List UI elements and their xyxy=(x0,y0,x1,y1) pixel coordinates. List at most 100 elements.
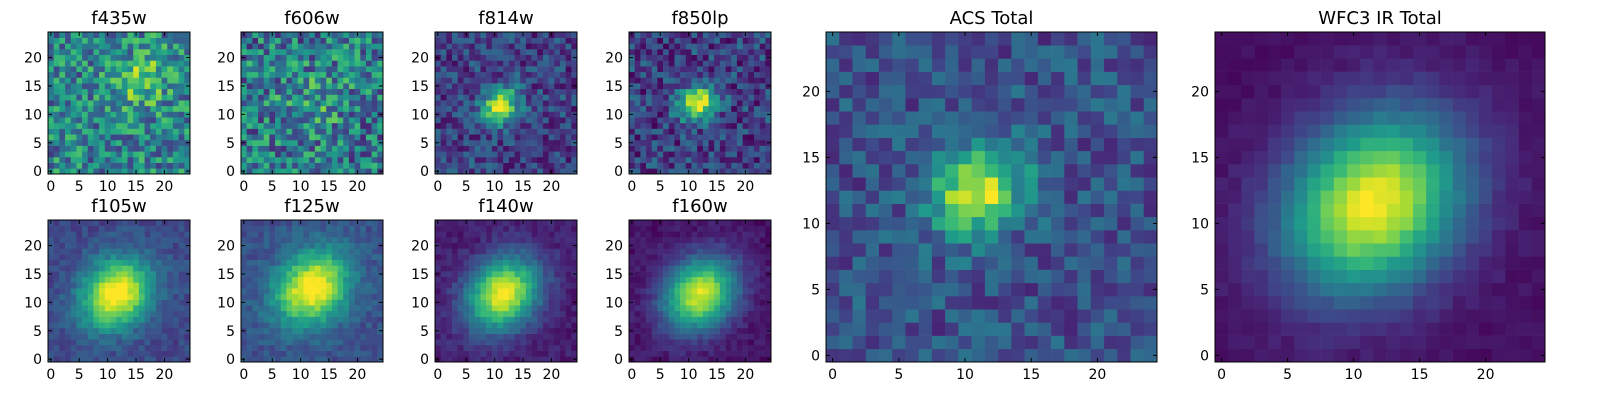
heatmap-cell xyxy=(457,162,464,169)
heatmap-cell xyxy=(280,237,287,244)
heatmap-cell xyxy=(286,111,293,118)
heatmap-cell xyxy=(452,88,459,95)
heatmap-cell xyxy=(150,128,157,135)
heatmap-cell xyxy=(731,111,738,118)
heatmap-cell xyxy=(292,168,299,175)
heatmap-cell xyxy=(365,88,372,95)
heatmap-cell xyxy=(765,134,772,141)
x-tick-label: 10 xyxy=(99,367,117,383)
heatmap-cell xyxy=(646,350,653,357)
heatmap-cell xyxy=(542,316,549,323)
heatmap-cell xyxy=(178,88,185,95)
heatmap-cell xyxy=(246,88,253,95)
heatmap-cell xyxy=(742,43,749,50)
heatmap-cell xyxy=(87,105,94,112)
heatmap-cell xyxy=(258,225,265,232)
heatmap-cell xyxy=(70,276,77,283)
heatmap-cell xyxy=(371,265,378,272)
heatmap-cell xyxy=(138,322,145,329)
heatmap-cell xyxy=(269,100,276,107)
heatmap-cell xyxy=(280,248,287,255)
heatmap-cell xyxy=(469,254,476,261)
heatmap-cell xyxy=(116,105,123,112)
heatmap-cell xyxy=(474,66,481,73)
heatmap-cell xyxy=(93,339,100,346)
heatmap-cell xyxy=(514,288,521,295)
heatmap-cell xyxy=(360,282,367,289)
heatmap-cell xyxy=(685,271,692,278)
heatmap-cell xyxy=(371,254,378,261)
heatmap-cell xyxy=(685,134,692,141)
heatmap-cell xyxy=(337,231,344,238)
heatmap-cell xyxy=(640,344,647,351)
heatmap-cell xyxy=(258,77,265,84)
heatmap-cell xyxy=(714,105,721,112)
heatmap-cell xyxy=(144,151,151,158)
heatmap-cell xyxy=(252,339,259,346)
heatmap-cell xyxy=(110,231,117,238)
heatmap-cell xyxy=(138,111,145,118)
heatmap-cell xyxy=(252,111,259,118)
heatmap-cell xyxy=(252,66,259,73)
heatmap-cell xyxy=(736,276,743,283)
heatmap-cell xyxy=(640,105,647,112)
heatmap-cell xyxy=(138,49,145,56)
heatmap-cell xyxy=(144,37,151,44)
heatmap-cell xyxy=(548,248,555,255)
heatmap-cell xyxy=(634,105,641,112)
heatmap-cell xyxy=(93,43,100,50)
heatmap-cell xyxy=(172,83,179,90)
heatmap-cell xyxy=(263,83,270,90)
heatmap-cell xyxy=(491,316,498,323)
heatmap-cell xyxy=(155,145,162,152)
heatmap-cell xyxy=(491,94,498,101)
heatmap-cell xyxy=(241,60,247,67)
heatmap-cell xyxy=(241,145,247,152)
heatmap-cell xyxy=(736,145,743,152)
heatmap-cell xyxy=(440,350,447,357)
heatmap-cell xyxy=(531,265,538,272)
heatmap-cell xyxy=(736,134,743,141)
heatmap-cell xyxy=(241,344,247,351)
heatmap-cell xyxy=(491,339,498,346)
heatmap-cell xyxy=(702,71,709,78)
heatmap-cell xyxy=(269,151,276,158)
heatmap-cell xyxy=(246,288,253,295)
heatmap-cell xyxy=(542,77,549,84)
heatmap-cell xyxy=(303,139,310,146)
heatmap-cell xyxy=(685,71,692,78)
heatmap-cell xyxy=(377,220,384,226)
heatmap-cell xyxy=(531,37,538,44)
heatmap-cell xyxy=(280,94,287,101)
heatmap-cell xyxy=(646,94,653,101)
heatmap-cell xyxy=(691,134,698,141)
heatmap-cell xyxy=(161,333,168,340)
heatmap-cell xyxy=(309,77,316,84)
heatmap-cell xyxy=(697,276,704,283)
heatmap-cell xyxy=(127,299,134,306)
heatmap-cell xyxy=(303,43,310,50)
heatmap-cell xyxy=(286,145,293,152)
heatmap-cell xyxy=(702,288,709,295)
heatmap-cell xyxy=(320,333,327,340)
heatmap-cell xyxy=(314,111,321,118)
heatmap-cell xyxy=(480,259,487,266)
heatmap-cell xyxy=(377,339,384,346)
heatmap-cell xyxy=(668,32,675,38)
heatmap-cell xyxy=(474,94,481,101)
heatmap-cell xyxy=(309,60,316,67)
heatmap-cell xyxy=(292,83,299,90)
heatmap-cell xyxy=(725,305,732,312)
heatmap-cell xyxy=(286,333,293,340)
heatmap-cell xyxy=(731,117,738,124)
heatmap-cell xyxy=(514,305,521,312)
heatmap-cell xyxy=(514,168,521,175)
heatmap-cell xyxy=(714,327,721,334)
heatmap-cell xyxy=(508,248,515,255)
heatmap-cell xyxy=(110,71,117,78)
heatmap-cell xyxy=(286,60,293,67)
heatmap-cell xyxy=(559,271,566,278)
heatmap-cell xyxy=(320,327,327,334)
heatmap-cell xyxy=(87,282,94,289)
heatmap-cell xyxy=(554,94,561,101)
